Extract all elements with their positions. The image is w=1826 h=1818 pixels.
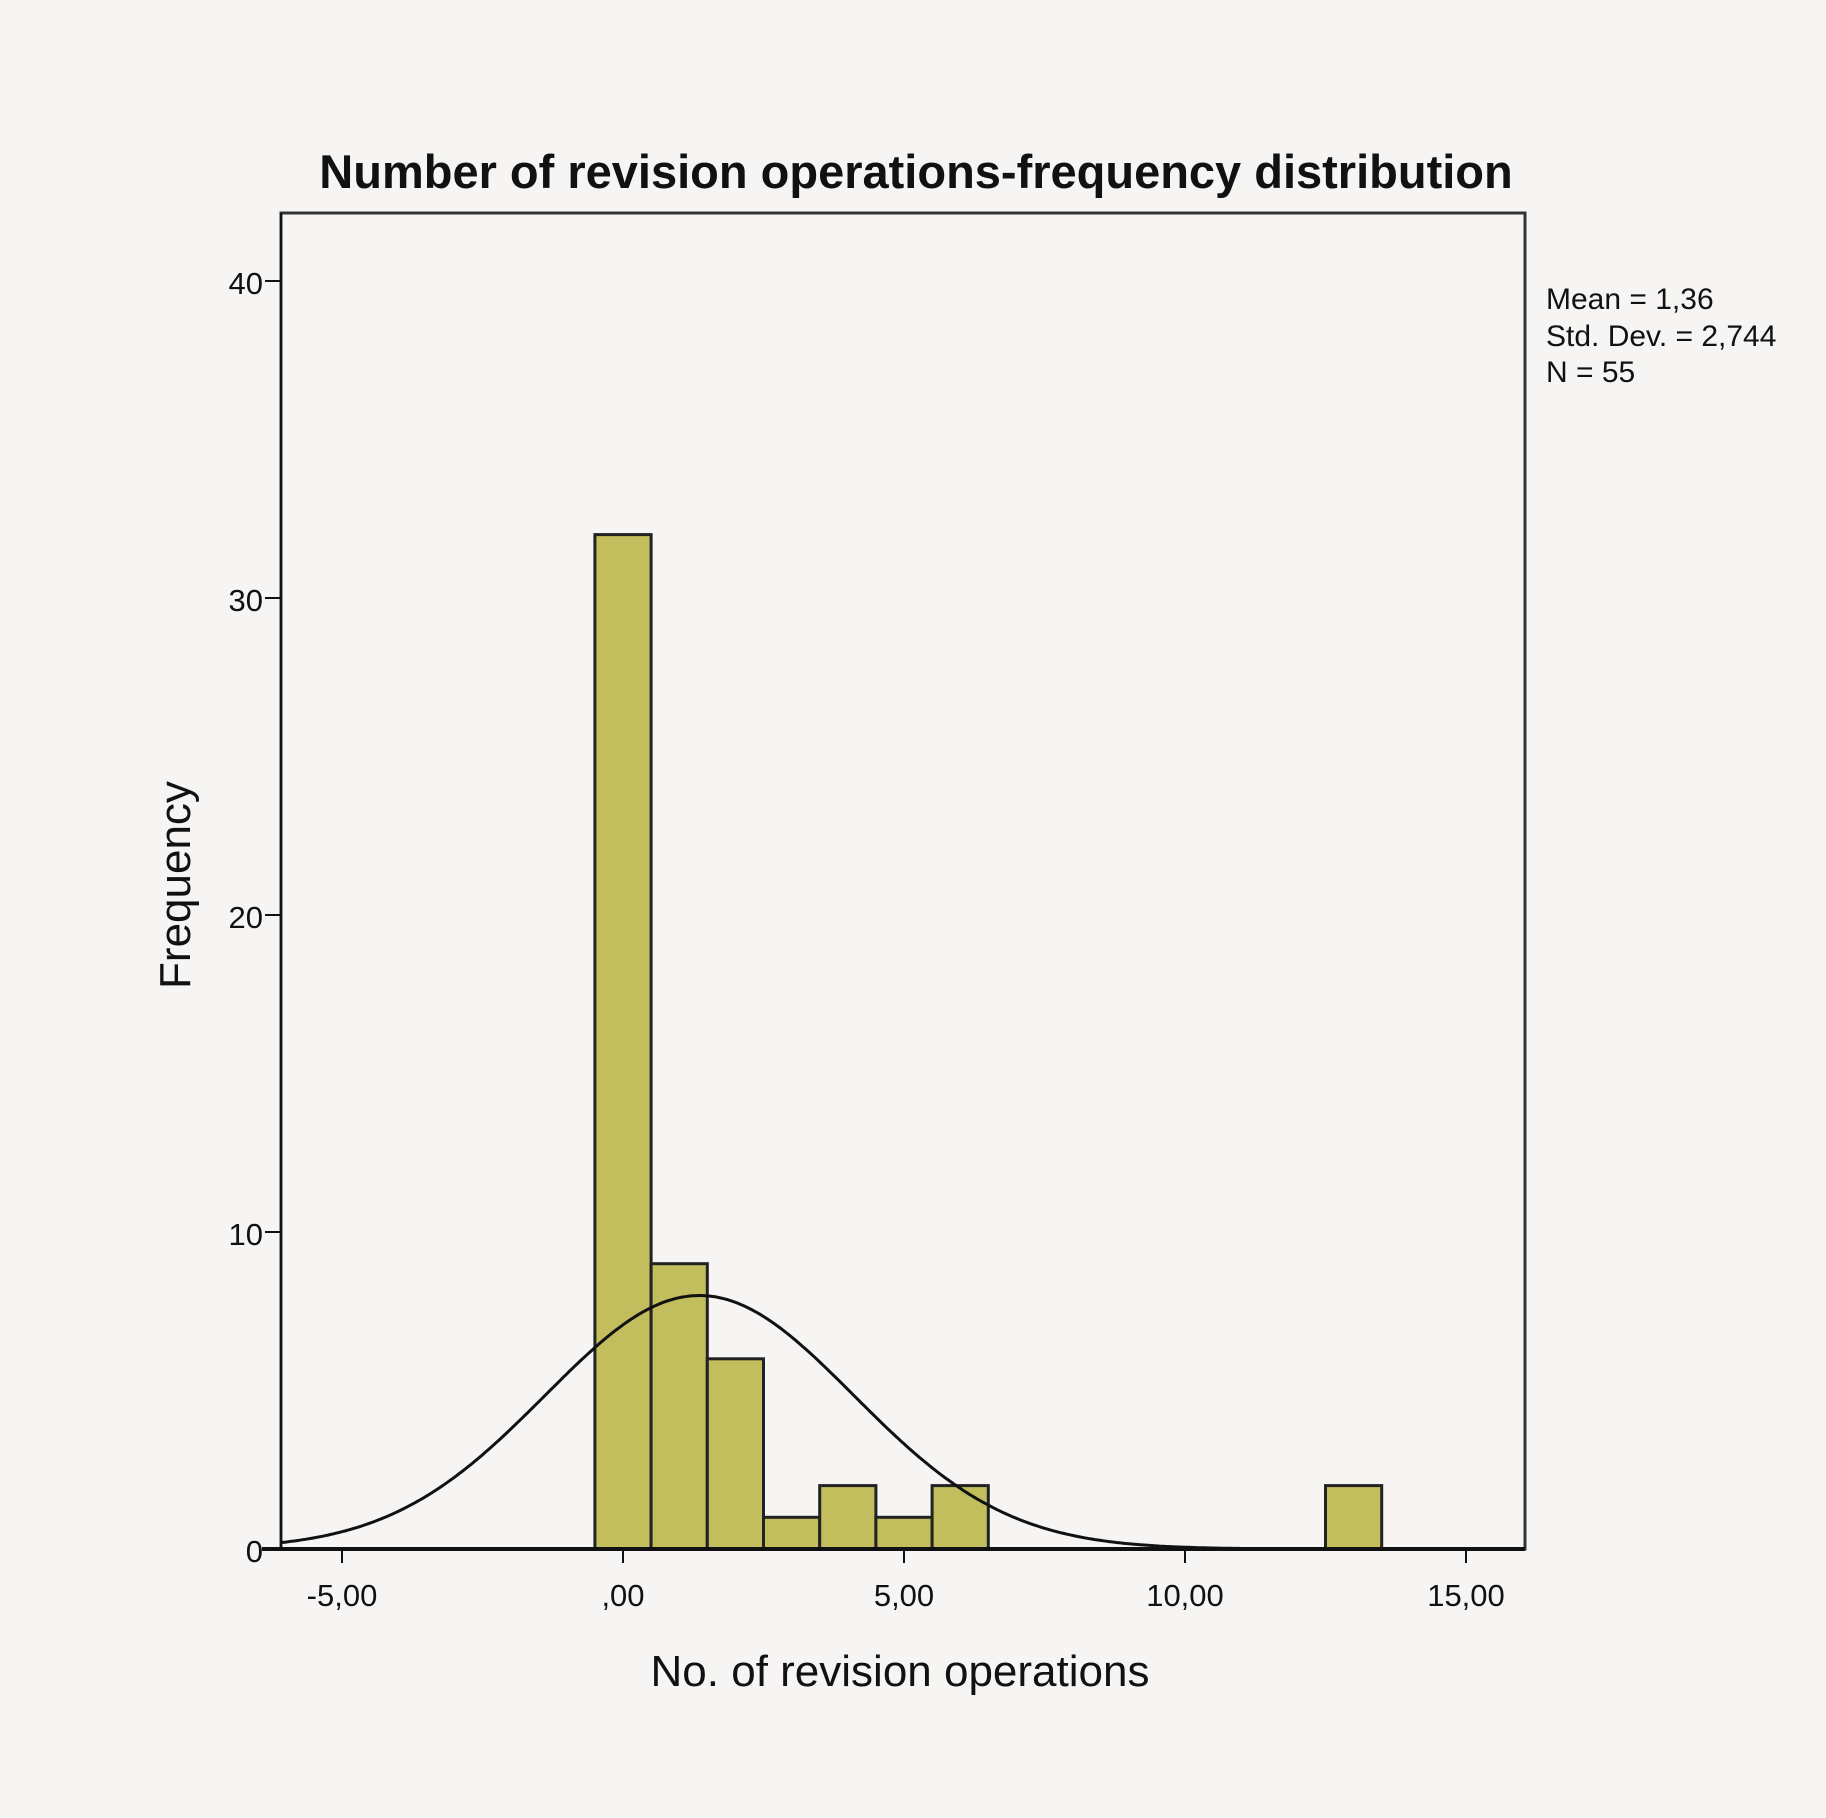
plot-frame: [279, 211, 1527, 1551]
y-tick-label: 30: [229, 583, 263, 618]
stats-legend: Mean = 1,36 Std. Dev. = 2,744 N = 55: [1546, 283, 1776, 389]
x-tick-label: 15,00: [1427, 1578, 1505, 1613]
histogram-bar: [874, 1515, 934, 1551]
stat-mean: Mean = 1,36: [1546, 283, 1714, 316]
x-tick-label: 5,00: [874, 1578, 934, 1613]
histogram-bar: [930, 1484, 990, 1551]
y-axis-label: Frequency: [151, 781, 200, 989]
x-tick-label: -5,00: [307, 1578, 378, 1613]
x-tick-label: ,00: [601, 1578, 644, 1613]
x-tick-label: 10,00: [1146, 1578, 1224, 1613]
histogram-bar: [818, 1484, 878, 1551]
histogram-bar: [1324, 1484, 1384, 1551]
x-axis-label: No. of revision operations: [651, 1647, 1150, 1696]
stat-n: N = 55: [1546, 356, 1635, 389]
y-tick-label: 20: [229, 900, 263, 935]
chart-title: Number of revision operations-frequency …: [319, 145, 1512, 198]
y-tick-label: 0: [246, 1534, 263, 1569]
y-tick-label: 10: [229, 1217, 263, 1252]
histogram-bar: [593, 533, 653, 1551]
y-tick-label: 40: [229, 266, 263, 301]
stat-std-dev: Std. Dev. = 2,744: [1546, 320, 1776, 353]
histogram-bar: [705, 1357, 765, 1551]
histogram-bar: [649, 1262, 709, 1551]
histogram-bar: [762, 1515, 822, 1551]
